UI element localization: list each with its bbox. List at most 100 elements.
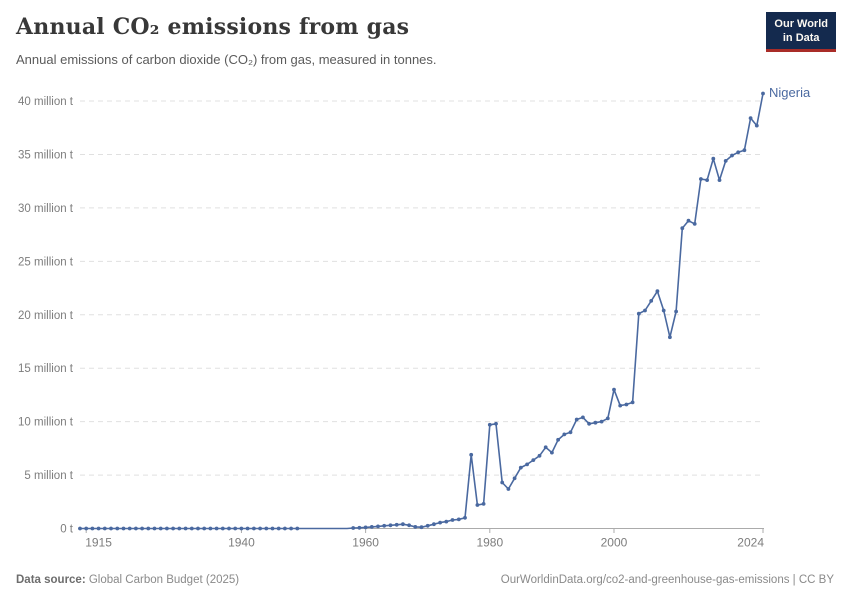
data-point [189,526,194,531]
data-point [494,421,498,426]
chart-subtitle: Annual emissions of carbon dioxide (CO₂)… [16,52,437,67]
data-point [593,420,598,425]
owid-logo-line1: Our World [774,18,828,30]
data-point [227,526,231,531]
data-point [102,526,107,531]
y-tick-label: 40 million t [18,96,74,108]
data-point [612,387,616,392]
data-point [674,309,678,314]
y-tick-label: 15 million t [18,363,74,375]
data-point [630,400,635,405]
data-point [214,526,219,531]
data-point [487,422,492,427]
data-point [754,123,759,128]
data-point [711,156,716,161]
data-point [543,445,548,450]
page-title: Annual CO₂ emissions from gas [16,14,410,40]
data-point [96,526,101,531]
data-point [289,526,293,531]
data-point [550,450,554,455]
data-point [208,526,213,531]
data-point [636,311,641,316]
data-point [252,526,256,531]
data-point [245,526,250,531]
data-point [140,526,145,531]
data-point [699,177,703,181]
data-point [525,462,529,467]
y-tick-label: 0 t [60,524,74,536]
footer-link[interactable]: OurWorldinData.org/co2-and-greenhouse-ga… [500,574,834,586]
data-point [165,526,169,531]
data-point [643,308,647,313]
data-point [618,403,623,408]
data-point [730,153,734,158]
series-line-nigeria [79,92,764,530]
data-point [742,148,747,153]
x-tick-label: 2000 [601,536,628,550]
data-point [692,222,697,226]
x-tick-label: 1980 [476,536,503,550]
data-point [444,519,449,524]
data-point [531,458,536,462]
data-point [134,526,138,531]
data-point [481,502,486,506]
data-point [562,432,567,437]
data-point [605,416,610,421]
data-point [419,525,424,530]
data-point [717,178,722,183]
data-point [761,91,765,96]
data-point [177,526,182,531]
data-point [556,437,560,442]
data-point [655,289,660,294]
data-point [475,503,480,507]
series-label-nigeria[interactable]: Nigeria [769,85,811,100]
data-point [90,526,95,531]
data-point [438,520,442,525]
x-tick-label: 1915 [85,536,112,550]
data-point [500,480,505,485]
y-tick-label: 5 million t [24,470,73,482]
x-tick-label: 1940 [228,536,255,550]
data-point [680,226,685,231]
data-point [518,465,523,470]
data-point [369,525,374,529]
data-point [661,308,666,313]
data-point [463,515,467,520]
data-point [723,159,728,163]
data-point [512,476,517,481]
data-point [264,526,269,531]
data-source-value: Global Carbon Budget (2025) [85,574,240,586]
data-point [581,415,585,420]
owid-logo[interactable]: Our World in Data [766,12,836,52]
data-point [363,525,368,530]
data-point [146,526,151,531]
data-point [121,526,126,531]
data-point [84,526,89,531]
y-tick-label: 30 million t [18,203,74,215]
data-point [401,522,405,527]
x-tick-label: 1960 [352,536,379,550]
data-point [158,526,163,531]
data-point [351,526,356,530]
data-point [220,526,225,531]
data-point [413,525,418,529]
data-point [686,218,691,223]
data-point [196,526,200,531]
data-point [568,430,573,435]
data-point [649,299,654,303]
data-point [394,522,399,527]
data-point [574,417,579,422]
data-point [587,421,591,426]
data-point [109,526,113,531]
y-tick-label: 25 million t [18,256,74,268]
data-point [183,526,188,531]
data-point [456,517,461,522]
data-point [78,526,82,531]
data-point [537,453,542,458]
data-point [425,523,430,528]
data-point [668,335,672,340]
data-point [152,526,157,531]
data-point [239,526,244,531]
